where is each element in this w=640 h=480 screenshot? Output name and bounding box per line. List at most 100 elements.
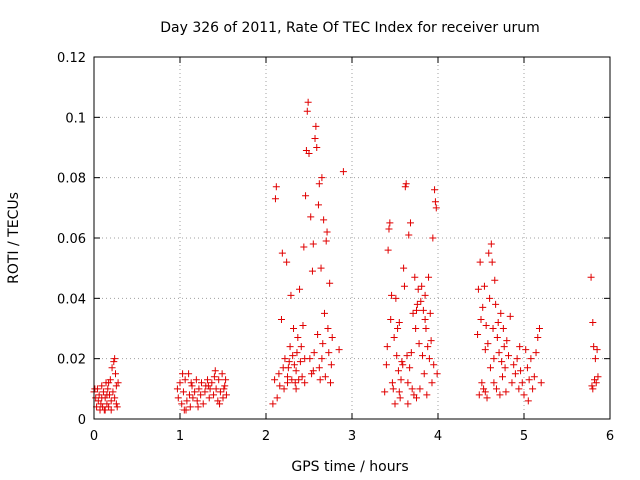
data-point [591,355,599,363]
data-point [387,315,395,323]
data-point [411,273,419,281]
data-point [416,385,424,393]
data-point [193,397,201,405]
data-point [198,379,205,387]
data-point [415,340,423,348]
data-point [299,321,307,329]
data-point [218,370,226,378]
y-tick-label: 0.08 [57,172,86,187]
data-point [112,400,120,408]
data-point [490,379,498,387]
data-point [407,349,415,357]
data-point [489,325,497,332]
data-point [480,282,488,290]
data-point [194,403,202,411]
data-point [383,343,391,351]
data-point [301,355,309,363]
data-point [326,279,334,287]
data-point [113,403,121,411]
y-tick-label: 0.02 [57,353,86,368]
data-point [185,370,193,378]
data-point [396,394,404,402]
data-point [293,349,301,357]
data-point [220,385,228,393]
data-point [204,376,212,384]
data-point [476,258,484,266]
data-point [413,306,420,314]
data-point [308,370,316,378]
data-point [315,180,323,188]
data-point [397,376,405,384]
data-point [327,361,335,369]
data-point [485,249,493,257]
data-point [594,373,602,381]
data-point [394,325,402,332]
data-point [112,382,120,390]
data-point [589,318,597,326]
data-point [91,385,99,393]
data-point [493,334,501,342]
data-point [316,376,324,384]
data-point [292,367,300,375]
data-point [481,346,489,354]
data-point [305,150,313,158]
grid-lines [94,57,610,419]
data-point [210,373,218,381]
data-point [221,382,229,390]
data-point [173,385,181,393]
data-point [429,234,437,242]
data-point [498,358,506,366]
data-point [524,397,532,405]
data-point [187,379,195,387]
data-point [495,349,503,357]
data-point [281,355,289,363]
y-tick-label: 0.1 [65,111,86,126]
data-point [212,385,220,393]
data-point [530,373,538,381]
data-point [424,343,432,351]
y-tick-label: 0.06 [57,232,86,247]
data-point [481,388,489,396]
data-point [106,376,114,384]
data-point [284,373,291,381]
data-point [309,367,317,375]
data-point [492,300,500,308]
y-tick-label: 0.12 [57,51,86,66]
data-point [195,385,203,393]
data-point [537,379,545,387]
data-point [400,264,408,272]
data-point [496,391,504,399]
data-point [206,385,214,393]
data-point [513,355,521,363]
data-point [285,358,293,366]
data-point [294,334,302,342]
data-point [308,267,316,275]
data-point [178,400,186,408]
data-point [283,258,291,266]
data-point [406,219,414,227]
data-point [427,337,435,345]
data-point [201,388,209,396]
x-tick-label: 4 [434,429,442,444]
data-point [98,382,106,390]
data-point [296,358,304,366]
data-point [421,315,429,323]
data-point [215,376,223,384]
data-point [511,370,519,378]
data-point [404,400,412,408]
data-point [503,337,511,345]
data-point [502,388,510,396]
x-axis-label: GPS time / hours [291,459,408,475]
data-point [272,183,280,191]
data-point [589,385,597,393]
data-point [300,243,308,251]
data-point [269,400,277,408]
data-point [275,370,283,378]
data-point [399,361,407,369]
data-point [110,358,118,366]
y-axis-label: ROTI / TECUs [6,192,22,284]
data-point [385,225,393,233]
data-point [420,370,428,378]
data-point [339,168,347,176]
data-point [388,291,396,299]
